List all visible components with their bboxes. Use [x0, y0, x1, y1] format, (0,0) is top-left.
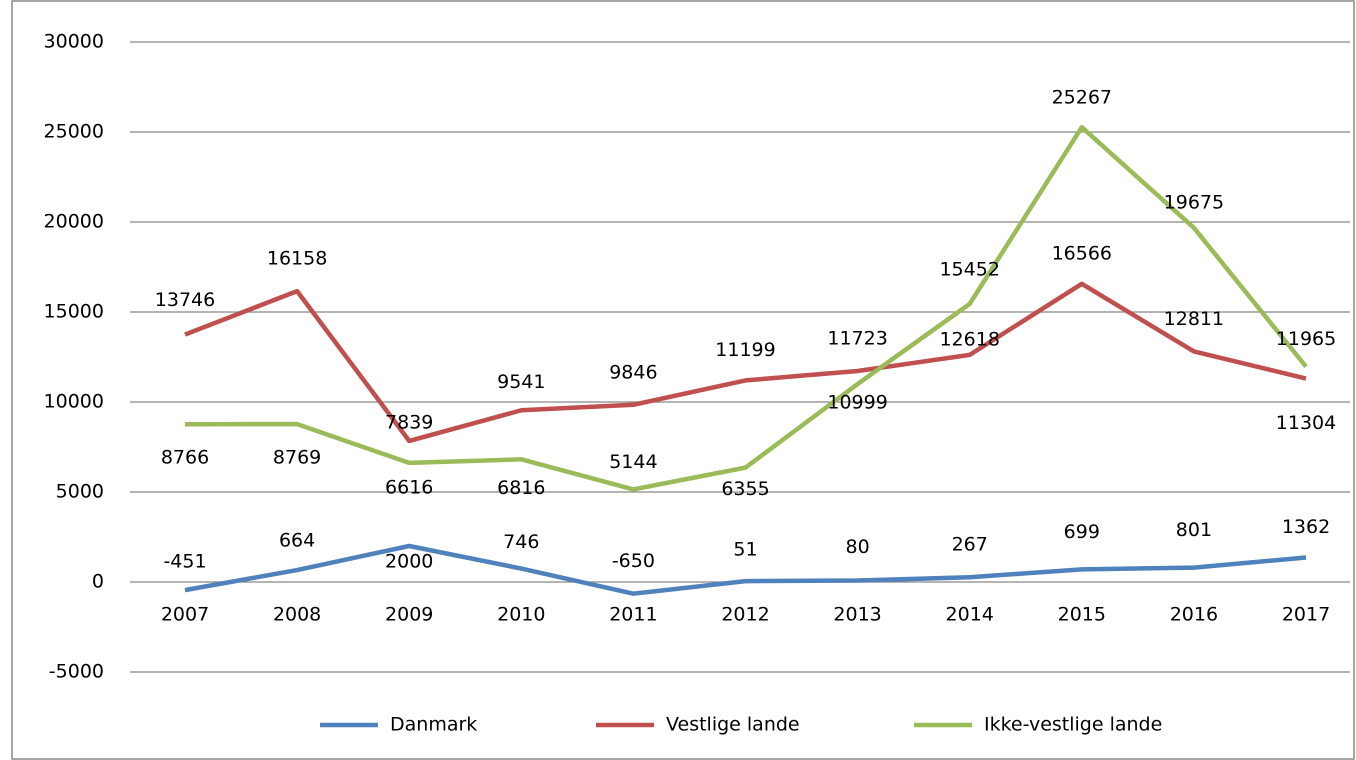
- legend-label: Ikke-vestlige lande: [984, 714, 1162, 736]
- data-label: 12811: [1164, 308, 1224, 330]
- data-label: 12618: [939, 328, 999, 350]
- data-label: 1362: [1282, 516, 1330, 538]
- data-label: 801: [1176, 519, 1212, 541]
- data-label: 699: [1064, 521, 1100, 543]
- data-label: 80: [846, 536, 870, 558]
- data-label: 25267: [1052, 87, 1112, 109]
- x-tick-label: 2009: [385, 604, 433, 626]
- y-tick-label: 15000: [44, 301, 104, 323]
- series-line: [184, 281, 1307, 444]
- data-label: 6616: [385, 476, 433, 498]
- data-label: 664: [279, 530, 315, 552]
- data-label: 9541: [497, 371, 545, 393]
- data-label: 267: [952, 534, 988, 556]
- data-label: -451: [163, 551, 206, 573]
- x-tick-label: 2010: [497, 604, 545, 626]
- y-tick-label: 30000: [44, 31, 104, 53]
- data-label: 746: [503, 531, 539, 553]
- x-tick-label: 2011: [609, 604, 657, 626]
- y-tick-label: 10000: [44, 391, 104, 413]
- series-line: [184, 124, 1308, 492]
- x-tick-label: 2016: [1170, 604, 1218, 626]
- data-label: 8766: [161, 447, 209, 469]
- data-label: 16566: [1052, 242, 1112, 264]
- x-tick-label: 2017: [1282, 604, 1330, 626]
- x-tick-label: 2014: [946, 604, 994, 626]
- data-label: 19675: [1164, 191, 1224, 213]
- y-tick-label: 25000: [44, 121, 104, 143]
- y-tick-label: 0: [92, 571, 104, 593]
- series-line: [184, 543, 1307, 596]
- x-tick-label: 2008: [273, 604, 321, 626]
- data-label: 7839: [385, 411, 433, 433]
- y-tick-label: -5000: [49, 661, 104, 683]
- data-label: 51: [733, 539, 757, 561]
- legend-label: Vestlige lande: [666, 714, 800, 736]
- data-label: 8769: [273, 447, 321, 469]
- data-label: -650: [612, 550, 655, 572]
- data-label: 16158: [267, 248, 327, 270]
- data-label: 2000: [385, 551, 433, 573]
- x-tick-label: 2007: [161, 604, 209, 626]
- data-label: 15452: [939, 258, 999, 280]
- data-label: 10999: [827, 392, 887, 414]
- data-label: 11723: [827, 327, 887, 349]
- x-tick-label: 2015: [1058, 604, 1106, 626]
- data-label: 6816: [497, 477, 545, 499]
- data-label: 6355: [721, 478, 769, 500]
- x-tick-label: 2012: [721, 604, 769, 626]
- x-tick-label: 2013: [833, 604, 881, 626]
- data-label: 11304: [1276, 412, 1336, 434]
- chart-border: [11, 0, 1355, 760]
- data-label: 13746: [155, 289, 215, 311]
- y-tick-label: 20000: [44, 211, 104, 233]
- data-label: 5144: [609, 451, 657, 473]
- data-label: 11199: [715, 339, 775, 361]
- data-label: 11965: [1276, 328, 1336, 350]
- y-tick-label: 5000: [56, 481, 104, 503]
- data-label: 9846: [609, 361, 657, 383]
- legend-label: Danmark: [390, 714, 477, 736]
